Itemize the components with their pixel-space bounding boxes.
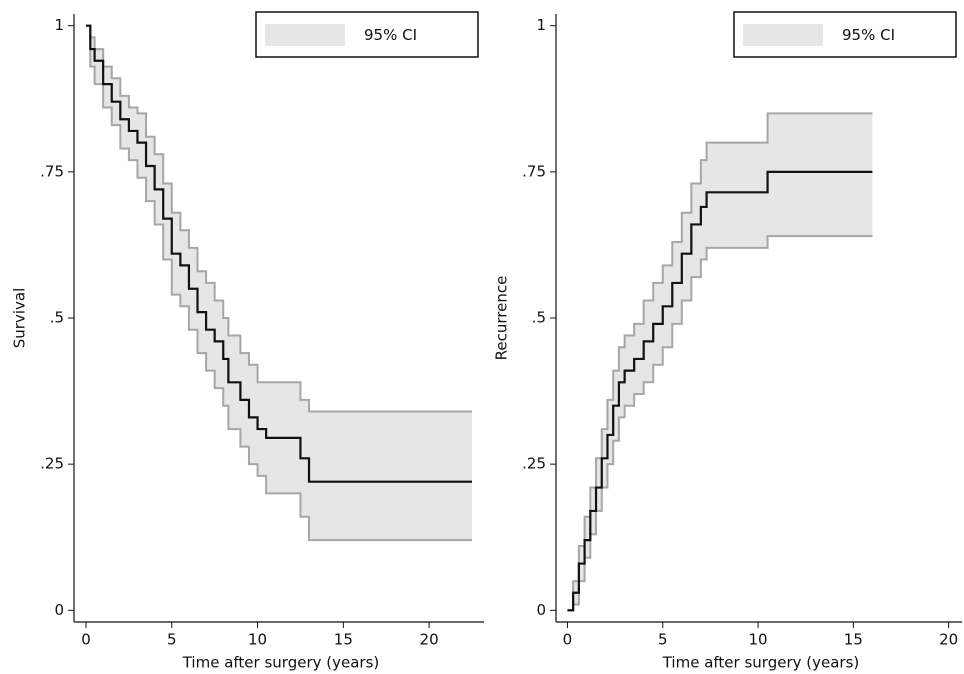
y-tick-label: 1 [54, 16, 64, 34]
ci-lower-edge [86, 24, 472, 542]
y-tick-label: .25 [40, 455, 64, 473]
y-tick-label: .25 [522, 455, 546, 473]
x-tick-label: 5 [167, 631, 177, 649]
y-tick-label: .5 [532, 309, 546, 327]
x-tick-label: 10 [248, 631, 267, 649]
x-tick-label: 20 [420, 631, 439, 649]
y-tick-label: .75 [40, 162, 64, 180]
x-tick-label: 15 [334, 631, 353, 649]
x-tick-label: 0 [81, 631, 91, 649]
y-tick-label: .75 [522, 162, 546, 180]
x-tick-label: 10 [749, 631, 768, 649]
legend-swatch [265, 24, 345, 46]
legend-label: 95% CI [364, 26, 417, 44]
y-tick-label: 0 [54, 601, 64, 619]
estimate-line [567, 170, 873, 612]
y-axis-label: Survival [11, 288, 29, 348]
legend-label: 95% CI [842, 26, 895, 44]
x-tick-label: 15 [844, 631, 863, 649]
estimate-line [86, 24, 472, 483]
ci-upper-edge [86, 24, 472, 413]
y-tick-label: 0 [536, 601, 546, 619]
x-axis-label: Time after surgery (years) [182, 654, 380, 672]
x-tick-label: 5 [658, 631, 668, 649]
x-tick-label: 0 [563, 631, 573, 649]
y-tick-label: .5 [50, 309, 64, 327]
legend-swatch [743, 24, 823, 46]
x-tick-label: 20 [939, 631, 958, 649]
ci-band [86, 25, 472, 541]
ci-lower-edge [567, 235, 873, 612]
x-axis-label: Time after surgery (years) [662, 654, 860, 672]
ci-band [567, 113, 873, 611]
y-tick-label: 1 [536, 16, 546, 34]
y-axis-label: Recurrence [493, 276, 511, 361]
